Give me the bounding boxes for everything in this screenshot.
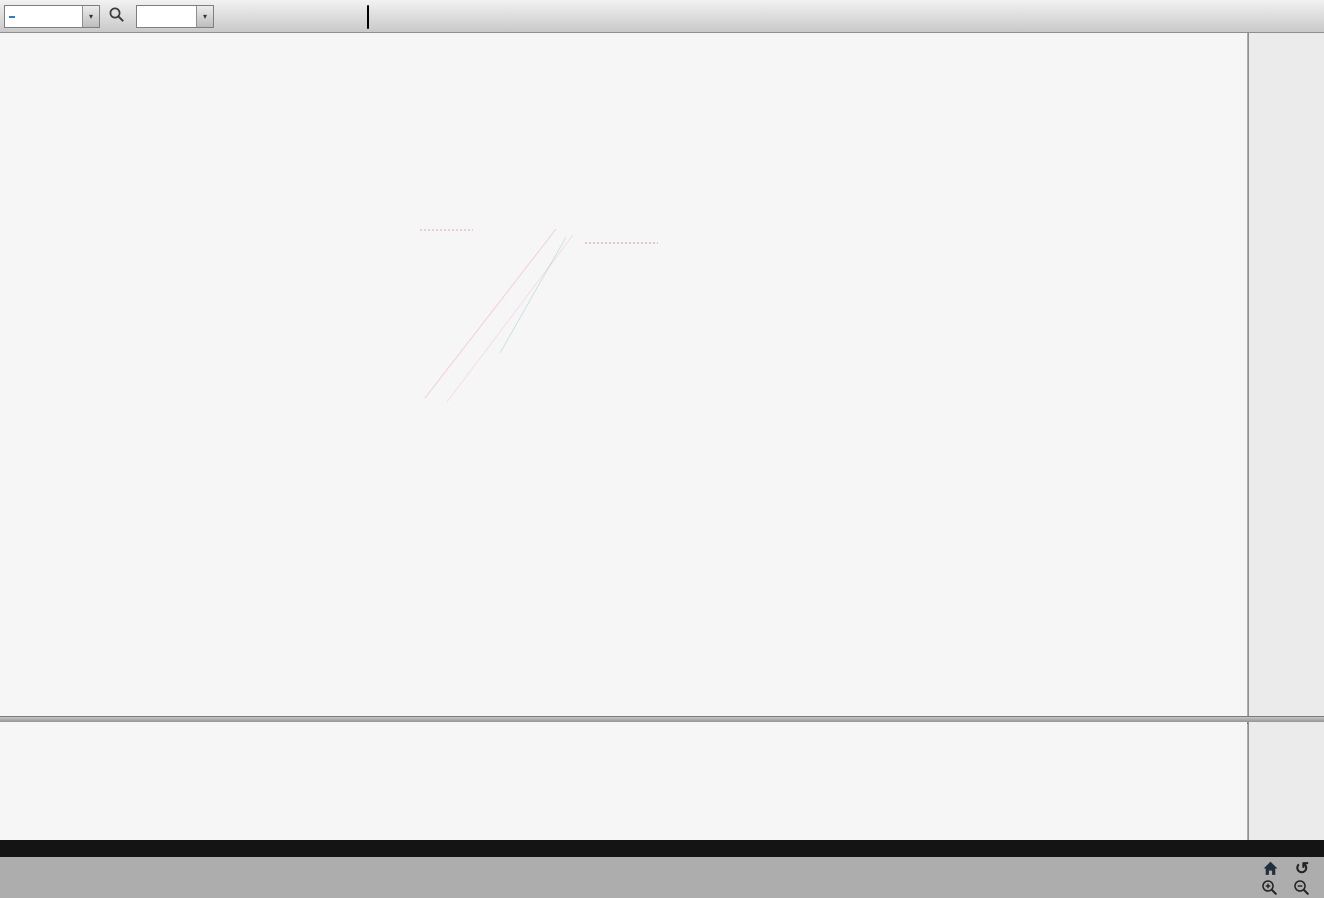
- symbol-input[interactable]: [5, 6, 82, 27]
- home-icon: [1263, 861, 1277, 875]
- price-chart-panel[interactable]: [0, 33, 1247, 716]
- volume-panel[interactable]: [0, 722, 1247, 840]
- symbol-combo[interactable]: ▾: [4, 5, 100, 28]
- period-select[interactable]: ▾: [136, 5, 214, 28]
- chevron-down-icon: ▾: [202, 11, 207, 21]
- toolbar: ▾ ▾: [0, 0, 1324, 33]
- undo-button[interactable]: ↺: [1286, 859, 1318, 878]
- search-icon: [109, 7, 124, 22]
- volume-axis[interactable]: [1248, 722, 1324, 840]
- chevron-down-icon: ▾: [88, 11, 93, 21]
- time-axis: ↺: [0, 857, 1324, 898]
- undo-arrow-icon: ↺: [1294, 859, 1310, 878]
- period-value: [137, 6, 196, 27]
- chart-nav-controls: ↺: [1254, 859, 1318, 897]
- search-button[interactable]: [106, 6, 128, 26]
- indicator-tab-bar: [0, 840, 1324, 857]
- volume-chart-canvas[interactable]: [0, 722, 1247, 840]
- symbol-input-value: [9, 15, 15, 18]
- zoom-out-button[interactable]: [1286, 878, 1318, 897]
- zoom-in-button[interactable]: [1254, 878, 1286, 897]
- price-chart-canvas[interactable]: [0, 33, 1247, 716]
- symbol-dropdown-button[interactable]: ▾: [82, 6, 99, 27]
- ghost-artifacts: [420, 228, 658, 403]
- zoom-in-icon: [1262, 879, 1278, 895]
- quote-bar: [367, 5, 369, 29]
- zoom-out-icon: [1294, 879, 1310, 895]
- home-button[interactable]: [1254, 859, 1286, 878]
- price-axis[interactable]: [1248, 33, 1324, 716]
- period-dropdown-button[interactable]: ▾: [196, 6, 213, 27]
